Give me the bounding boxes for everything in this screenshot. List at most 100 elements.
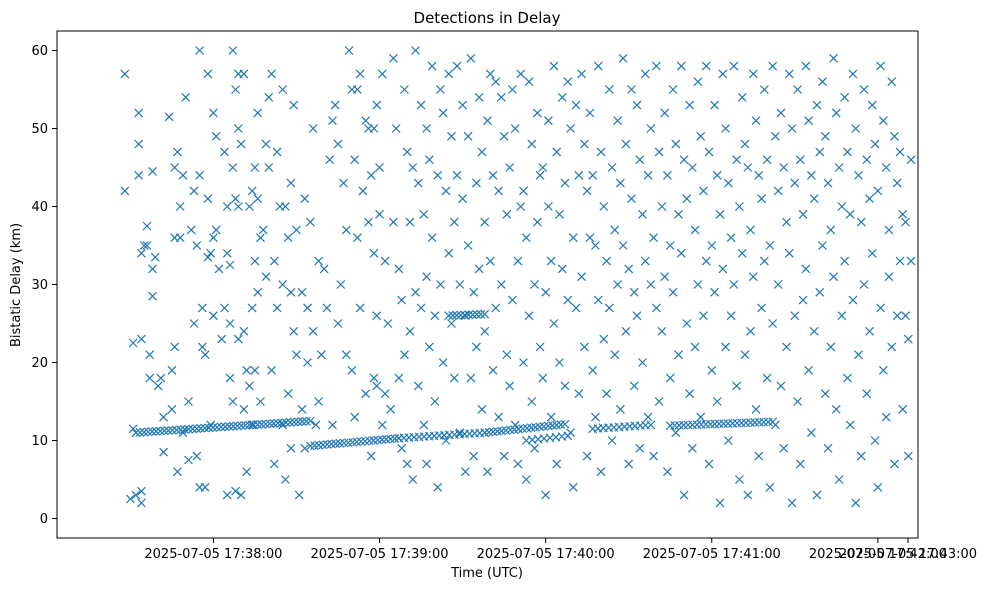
data-point-225	[444, 69, 454, 79]
data-point-93	[247, 303, 257, 313]
data-point-166	[361, 389, 371, 399]
data-point-543	[884, 225, 894, 235]
data-point-231	[452, 61, 462, 71]
data-point-486	[804, 365, 814, 375]
data-point-133	[300, 443, 310, 453]
data-point-708	[768, 417, 778, 427]
data-point-348	[613, 280, 623, 289]
data-point-548	[890, 459, 899, 469]
data-point-50	[197, 342, 207, 352]
data-point-70	[225, 260, 235, 270]
data-point-188	[394, 264, 404, 274]
data-point-268	[502, 350, 512, 360]
data-point-313	[566, 124, 575, 133]
data-point-370	[643, 412, 653, 422]
data-point-470	[782, 342, 791, 352]
data-point-449	[754, 170, 764, 180]
data-point-136	[305, 217, 315, 227]
data-point-508	[834, 475, 844, 484]
data-point-22	[153, 381, 163, 391]
data-point-541	[881, 163, 891, 172]
data-point-309	[560, 178, 570, 188]
data-point-312	[563, 295, 573, 305]
data-point-549	[892, 178, 902, 188]
data-point-474	[787, 498, 797, 508]
data-point-53	[203, 69, 213, 79]
data-point-270	[505, 381, 515, 391]
data-point-492	[812, 490, 822, 500]
data-point-378	[654, 397, 664, 406]
data-point-151	[336, 280, 346, 289]
data-point-428	[723, 436, 733, 445]
data-point-362	[632, 311, 642, 321]
data-point-154	[341, 350, 351, 360]
data-point-110	[269, 256, 279, 266]
data-point-67	[222, 202, 232, 211]
data-point-466	[776, 381, 786, 391]
data-point-44	[192, 241, 202, 250]
data-point-518	[848, 295, 858, 305]
data-point-97	[250, 365, 260, 375]
x-tick-label-3: 2025-07-05 17:41:00	[643, 547, 781, 562]
data-point-8	[134, 139, 144, 149]
data-point-591	[253, 420, 263, 429]
data-point-542	[881, 412, 891, 422]
data-point-149	[333, 139, 343, 149]
data-point-457	[765, 241, 775, 250]
data-point-280	[519, 358, 528, 367]
data-point-562	[135, 428, 145, 437]
data-point-216	[430, 397, 440, 406]
data-point-540	[878, 365, 888, 375]
data-point-25	[159, 447, 169, 457]
data-point-178	[375, 209, 384, 219]
data-point-417	[710, 100, 719, 110]
data-point-490	[809, 326, 819, 336]
data-point-496	[818, 241, 827, 250]
data-point-564	[143, 427, 153, 437]
data-point-330	[588, 365, 598, 375]
plot-background	[57, 31, 918, 538]
data-point-339	[602, 256, 611, 266]
data-point-294	[538, 373, 548, 383]
data-point-106	[264, 92, 274, 102]
data-point-365	[638, 209, 647, 219]
data-point-99	[253, 194, 263, 204]
data-point-319	[574, 170, 584, 180]
data-point-211	[424, 155, 434, 165]
data-point-322	[577, 272, 587, 282]
data-point-554	[898, 404, 908, 414]
data-point-374	[649, 451, 659, 461]
data-point-293	[538, 163, 548, 172]
data-point-199	[408, 475, 418, 484]
data-point-372	[646, 280, 656, 289]
data-point-260	[491, 303, 501, 313]
data-point-233	[455, 280, 465, 289]
data-point-201	[411, 287, 420, 297]
data-point-227	[447, 131, 456, 141]
data-point-529	[865, 194, 874, 204]
data-point-39	[184, 455, 193, 465]
data-point-96	[250, 256, 260, 266]
data-point-404	[690, 342, 700, 352]
y-tick-label-4: 40	[31, 200, 48, 215]
data-point-478	[793, 397, 802, 406]
data-point-327	[585, 108, 595, 118]
data-point-197	[405, 326, 415, 336]
data-point-346	[610, 350, 620, 360]
data-point-602	[297, 417, 307, 426]
data-point-228	[447, 319, 456, 328]
data-point-603	[301, 416, 311, 426]
data-point-90	[244, 202, 254, 211]
data-point-300	[546, 412, 556, 422]
data-point-115	[278, 85, 288, 94]
data-point-389	[671, 139, 681, 149]
data-point-123	[286, 287, 296, 297]
data-point-254	[483, 467, 492, 477]
data-point-569	[163, 426, 173, 435]
data-point-513	[842, 147, 852, 157]
data-point-13	[139, 241, 149, 250]
data-point-352	[618, 241, 628, 250]
data-point-364	[635, 443, 645, 453]
data-point-336	[596, 467, 606, 477]
data-point-18	[148, 291, 157, 301]
